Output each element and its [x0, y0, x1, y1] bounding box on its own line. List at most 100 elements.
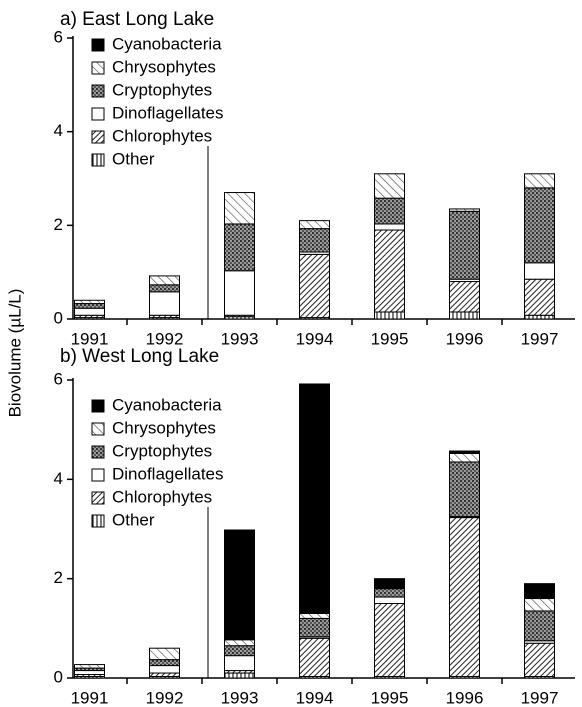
legend-label: Chrysophytes	[112, 418, 216, 437]
legend-swatch	[91, 468, 105, 482]
bar-segment	[374, 588, 405, 598]
legend-swatch	[91, 422, 105, 436]
legend-label: Cyanobacteria	[112, 395, 222, 414]
bar-segment	[149, 647, 180, 661]
x-tick-label: 1994	[296, 329, 334, 348]
bar-segment	[374, 173, 405, 199]
legend-label: Other	[112, 149, 155, 168]
legend-swatch	[91, 84, 105, 98]
legend-swatch	[91, 153, 105, 167]
legend-label: Cryptophytes	[112, 80, 212, 99]
chart-title: a) East Long Lake	[60, 9, 214, 30]
bar-segment	[74, 303, 105, 309]
bar-segment	[149, 672, 180, 678]
bar-segment	[524, 610, 555, 642]
y-tick-label: 0	[54, 667, 63, 686]
legend-swatch	[91, 491, 105, 505]
bar-segment	[374, 603, 405, 678]
bar-segment	[524, 583, 555, 600]
y-tick-label: 2	[54, 568, 63, 587]
bar-segment	[449, 461, 480, 518]
legend-swatch	[91, 38, 105, 52]
bar-segment	[524, 173, 555, 189]
legend-label: Chlorophytes	[112, 126, 212, 145]
bar-segment	[374, 229, 405, 313]
x-tick-label: 1991	[71, 329, 109, 348]
x-tick-label: 1995	[371, 329, 409, 348]
bar-segment	[224, 639, 255, 647]
bar-segment	[449, 311, 480, 320]
bar-segment	[449, 517, 480, 678]
legend-label: Chlorophytes	[112, 487, 212, 506]
x-tick-label: 1996	[446, 329, 484, 348]
bar-segment	[374, 223, 405, 231]
chart-title: b) West Long Lake	[60, 346, 219, 367]
x-tick-label: 1993	[221, 329, 259, 348]
bar-segment	[149, 665, 180, 674]
legend-swatch	[91, 107, 105, 121]
bar-segment	[74, 299, 105, 305]
bar-segment	[299, 228, 330, 253]
bar-segment	[524, 314, 555, 320]
bar-segment	[149, 284, 180, 293]
bar-segment	[524, 262, 555, 280]
bar-segment	[374, 578, 405, 589]
bar-segment	[74, 670, 105, 676]
x-tick-label: 1994	[296, 688, 334, 707]
bar-segment	[374, 596, 405, 605]
legend-swatch	[91, 445, 105, 459]
bar-segment	[149, 275, 180, 286]
x-tick-label: 1992	[146, 329, 184, 348]
x-tick-label: 1992	[146, 688, 184, 707]
bar-segment	[449, 210, 480, 280]
bar-segment	[374, 311, 405, 320]
bar-segment	[74, 307, 105, 316]
legend-swatch	[91, 130, 105, 144]
bar-segment	[224, 645, 255, 657]
bar-segment	[299, 612, 330, 619]
x-tick-label: 1995	[371, 688, 409, 707]
y-tick-label: 0	[54, 308, 63, 327]
legend-swatch	[91, 399, 105, 413]
legend-label: Dinoflagellates	[112, 464, 224, 483]
x-tick-label: 1991	[71, 688, 109, 707]
bar-segment	[524, 278, 555, 316]
bar-segment	[449, 450, 480, 455]
legend-swatch	[91, 514, 105, 528]
legend-label: Other	[112, 510, 155, 529]
y-tick-label: 4	[54, 469, 63, 488]
bar-segment	[374, 197, 405, 225]
x-tick-label: 1997	[521, 688, 559, 707]
bar-segment	[149, 291, 180, 316]
bar-segment	[224, 223, 255, 272]
y-tick-label: 6	[54, 369, 63, 388]
x-tick-label: 1996	[446, 688, 484, 707]
bar-segment	[449, 208, 480, 212]
bar-segment	[449, 453, 480, 463]
bar-segment	[224, 529, 255, 641]
bar-segment	[224, 672, 255, 679]
legend-label: Chrysophytes	[112, 57, 216, 76]
bar-segment	[299, 383, 330, 614]
bar-segment	[524, 187, 555, 264]
bar-segment	[524, 642, 555, 678]
bar-segment	[224, 270, 255, 316]
bar-segment	[224, 192, 255, 225]
legend-label: Dinoflagellates	[112, 103, 224, 122]
legend-label: Cyanobacteria	[112, 34, 222, 53]
y-tick-label: 6	[54, 27, 63, 46]
y-tick-label: 2	[54, 215, 63, 234]
bar-segment	[299, 220, 330, 230]
bar-segment	[449, 281, 480, 313]
legend-swatch	[91, 61, 105, 75]
y-tick-label: 4	[54, 121, 63, 140]
bar-segment	[299, 253, 330, 319]
bar-segment	[299, 617, 330, 638]
bar-segment	[149, 659, 180, 667]
bar-segment	[224, 655, 255, 672]
legend-label: Cryptophytes	[112, 441, 212, 460]
y-axis-label: Biovolume (µL/L)	[5, 289, 24, 418]
x-tick-label: 1993	[221, 688, 259, 707]
bar-segment	[524, 598, 555, 612]
